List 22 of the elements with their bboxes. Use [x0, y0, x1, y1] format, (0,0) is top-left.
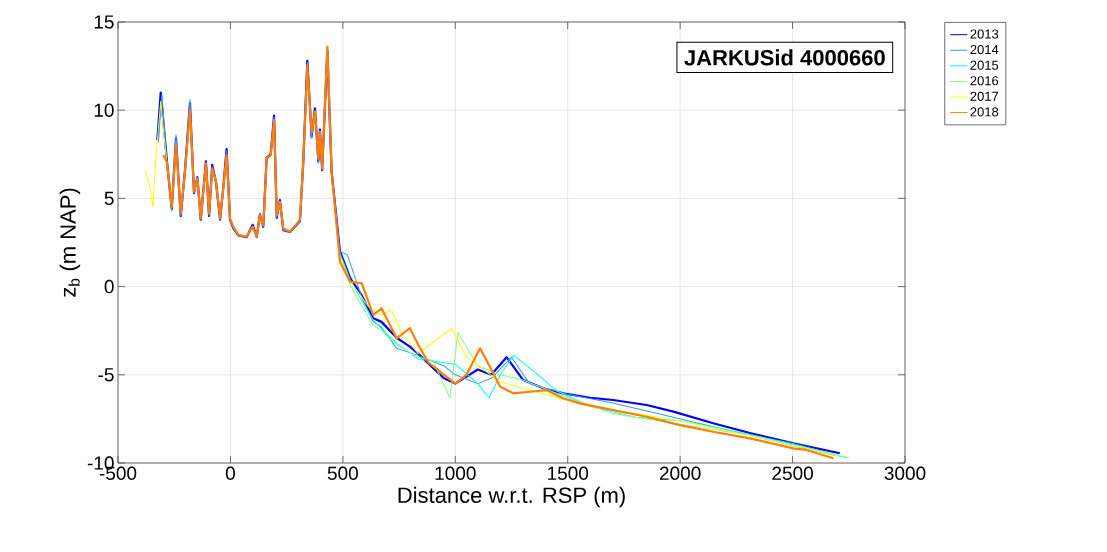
x-tick-label: 2000 — [659, 466, 701, 480]
y-tick-label: 15 — [94, 15, 114, 29]
legend-label: 2015 — [970, 60, 999, 70]
x-tick-label: 2500 — [772, 466, 813, 480]
legend-label: 2016 — [970, 76, 999, 86]
legend-label: 2014 — [970, 44, 999, 55]
legend-label: 2013 — [970, 29, 999, 39]
x-tick-label: 1500 — [548, 466, 589, 480]
x-tick-label: 3000 — [884, 466, 926, 480]
line-series — [144, 100, 168, 208]
x-axis-title: Distance w.r.t. RSP (m) — [398, 486, 625, 508]
x-tick-label: 500 — [327, 466, 358, 480]
y-tick-label: 5 — [104, 191, 114, 206]
y-axis-title: z$_{b}$ (m NAP) — [59, 188, 81, 297]
y-tick-label: 10 — [94, 103, 114, 117]
annotation: JARKUSid 4000660 — [684, 49, 885, 66]
legend-label: 2018 — [970, 107, 999, 117]
legend-label: 2017 — [970, 91, 999, 101]
y-tick-label: 0 — [104, 279, 114, 294]
x-tick-label: 1000 — [435, 466, 476, 480]
x-tick-label: 0 — [225, 466, 235, 480]
y-tick-label: -5 — [98, 368, 114, 382]
